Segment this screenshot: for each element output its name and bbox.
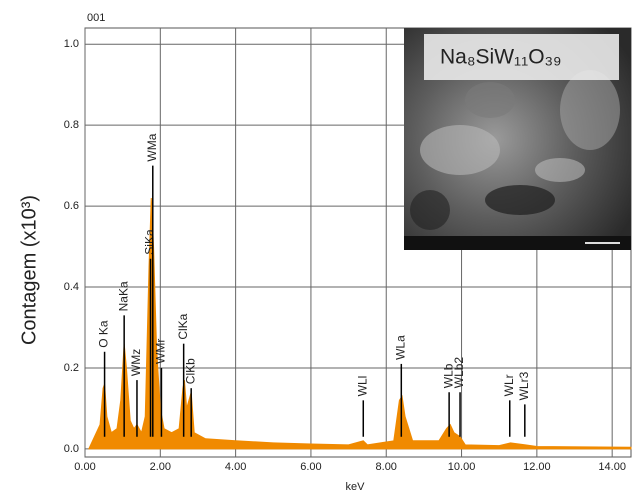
peak-label: WMr bbox=[154, 339, 168, 364]
peak-label: WLr bbox=[502, 374, 516, 396]
y-tick-label: 0.2 bbox=[64, 362, 79, 374]
x-tick-label: 4.00 bbox=[225, 461, 246, 473]
x-tick-label: 6.00 bbox=[300, 461, 321, 473]
chart: 0.0 0.2 0.4 0.6 0.8 1.0 0.00 2.00 4.00 6.00 8.00 10… bbox=[0, 0, 632, 495]
peak-label: WLl bbox=[355, 376, 369, 397]
y-tick-label: 0.6 bbox=[64, 200, 79, 212]
x-tick-label: 0.00 bbox=[74, 461, 95, 473]
y-tick-label: 0.4 bbox=[64, 281, 79, 293]
peak-label: O Ka bbox=[97, 320, 111, 348]
peak-label: SiKa bbox=[143, 229, 157, 255]
x-tick-label: 2.00 bbox=[150, 461, 171, 473]
x-tick-label: 12.00 bbox=[523, 461, 551, 473]
peak-label: ClKa bbox=[176, 313, 190, 339]
chart-title: 001 bbox=[87, 12, 105, 24]
x-tick-label: 10.00 bbox=[448, 461, 476, 473]
peak-label: ClKb bbox=[183, 358, 197, 384]
peak-label: WMz bbox=[129, 349, 143, 376]
peak-label: NaKa bbox=[116, 281, 130, 311]
x-axis-title: keV bbox=[346, 481, 366, 493]
peak-label: WLb2 bbox=[452, 357, 466, 389]
x-tick-label: 14.00 bbox=[598, 461, 626, 473]
y-tick-label: 1.0 bbox=[64, 38, 79, 50]
peak-label: WLr3 bbox=[517, 371, 531, 400]
peak-label: WMa bbox=[145, 133, 159, 161]
peak-label: WLa bbox=[393, 335, 407, 360]
inset-label: Na₈SiW₁₁O₃₉ bbox=[440, 46, 561, 69]
y-tick-label: 0.8 bbox=[64, 119, 79, 131]
inset-image: Na₈SiW₁₁O₃₉ bbox=[404, 28, 631, 250]
y-tick-label: 0.0 bbox=[64, 443, 79, 455]
x-tick-label: 8.00 bbox=[376, 461, 397, 473]
y-axis-title: Contagem (x10³) bbox=[18, 195, 40, 345]
